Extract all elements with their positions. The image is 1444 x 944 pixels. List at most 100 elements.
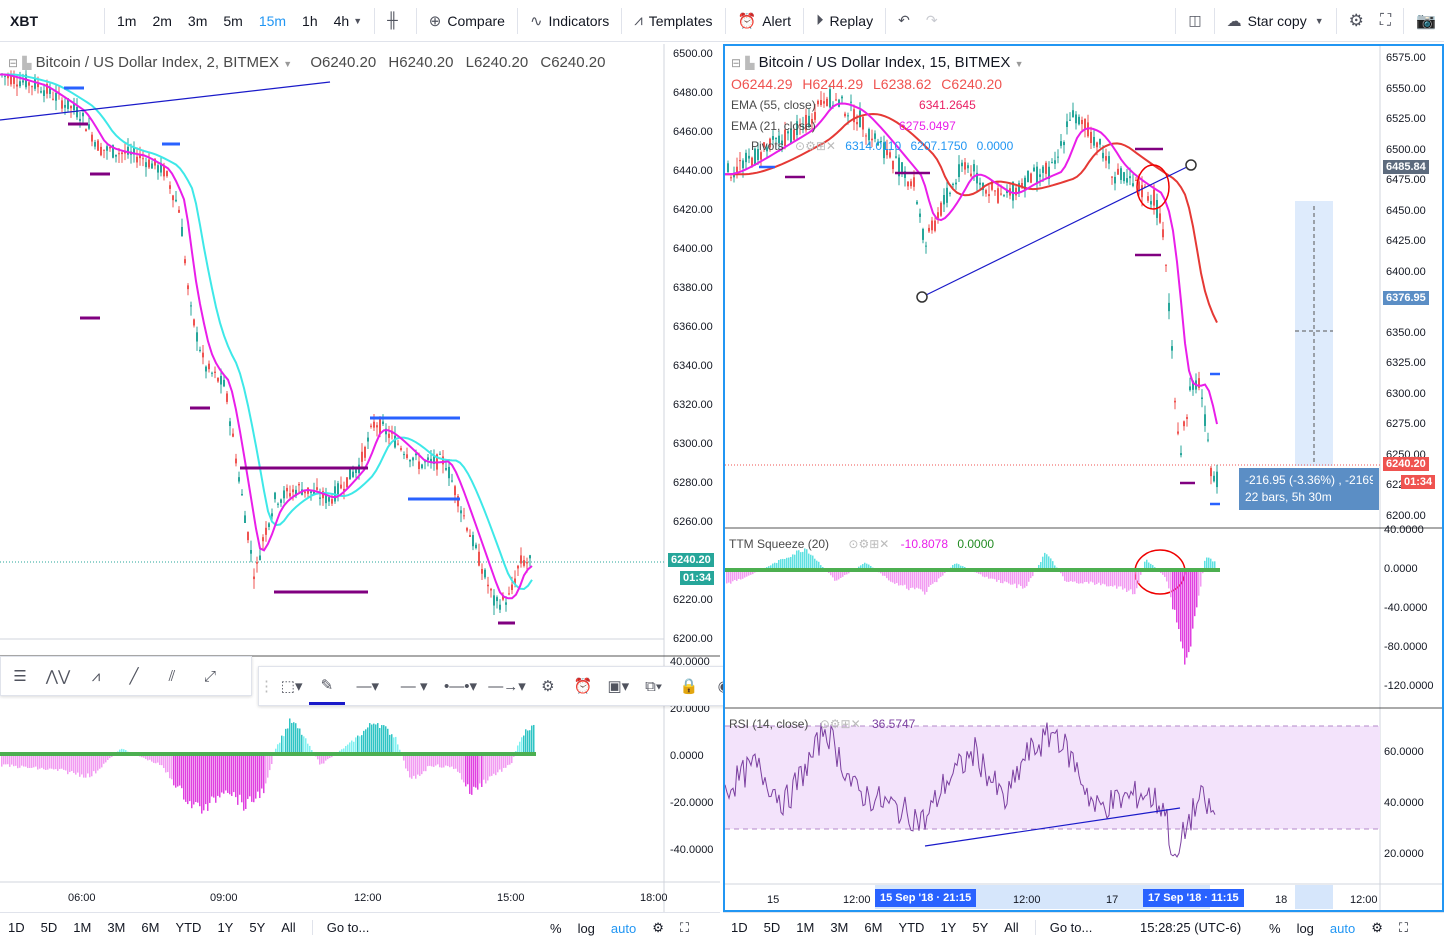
line-color-button[interactable]: ✎ — [309, 667, 345, 705]
interval-15m[interactable]: 15m — [258, 12, 287, 29]
elliott-wave-tool[interactable]: ⋀⋁ — [39, 657, 77, 695]
fullscreen-button[interactable]: ⛶ — [1372, 0, 1399, 42]
gear-icon[interactable]: ⚙ — [1371, 920, 1383, 935]
symbol-search[interactable]: XBT — [10, 12, 38, 29]
gear-icon[interactable]: ⚙ — [652, 920, 664, 935]
range-all[interactable]: All — [281, 920, 296, 935]
axis-tick-label: 20.0000 — [670, 703, 710, 715]
interval-3m[interactable]: 3m — [187, 12, 208, 29]
ema55-legend[interactable]: EMA (55, close) 6341.2645 — [731, 98, 976, 112]
legend-controls-icon[interactable]: ⊙⚙⊞✕ — [795, 139, 836, 153]
template-dropdown[interactable]: ⬚▾ — [274, 667, 309, 705]
parallel-channel-tool[interactable]: ⫽ — [153, 657, 191, 695]
percent-toggle[interactable]: % — [1269, 920, 1281, 936]
drag-handle[interactable]: ⋮ — [259, 667, 274, 705]
range-6m[interactable]: 6M — [141, 920, 160, 935]
snapshot-button[interactable]: 📷 — [1408, 0, 1444, 42]
collapse-icon[interactable]: ⊟ — [731, 56, 742, 70]
templates-button[interactable]: ⩘ Templates — [626, 0, 720, 42]
line-style-dropdown[interactable]: — ▾ — [391, 667, 437, 705]
goto-button[interactable]: Go to... — [1034, 920, 1101, 935]
indicators-button[interactable]: ∿ Indicators — [522, 0, 617, 42]
lock-button[interactable]: 🔒 — [671, 667, 706, 705]
legend-controls-icon[interactable]: ⊙⚙⊞✕ — [848, 537, 890, 551]
drawing-settings-button[interactable]: ⚙ — [530, 667, 565, 705]
axis-tick-label: 6550.00 — [1386, 82, 1426, 95]
range-1y[interactable]: 1Y — [940, 920, 957, 935]
candle-body — [34, 78, 36, 89]
interval-5m[interactable]: 5m — [223, 12, 243, 29]
candle-body — [499, 604, 501, 610]
log-toggle[interactable]: log — [577, 920, 595, 936]
osc-bar — [123, 749, 125, 754]
ray-tool[interactable]: ⤢ — [191, 657, 229, 695]
undo-button[interactable]: ↶ — [890, 0, 918, 42]
replay-button[interactable]: ⏵ Replay — [808, 0, 881, 42]
range-ytd[interactable]: YTD — [175, 920, 202, 935]
fullscreen-icon[interactable]: ⛶ — [679, 920, 689, 935]
alert-on-drawing-button[interactable]: ⏰ — [565, 667, 600, 705]
abcd-pattern-tool[interactable]: ⩘ — [77, 657, 115, 695]
left-chart-canvas[interactable] — [0, 44, 720, 912]
layout-name-button[interactable]: ☁ Star copy ▼ — [1219, 0, 1332, 42]
clock[interactable]: 15:28:25 (UTC-6) — [1140, 920, 1242, 935]
layout-split-button[interactable]: ◫ — [1180, 0, 1209, 42]
ttm-legend[interactable]: TTM Squeeze (20) ⊙⚙⊞✕ -10.8078 0.0000 — [729, 537, 994, 551]
chart-type-button[interactable]: ╫ — [379, 0, 412, 42]
visual-order-button[interactable]: ▣▾ — [601, 667, 636, 705]
candle-body — [373, 421, 375, 428]
range-1d[interactable]: 1D — [731, 920, 748, 935]
percent-toggle[interactable]: % — [550, 920, 562, 936]
range-ytd[interactable]: YTD — [898, 920, 925, 935]
settings-button[interactable]: ⚙ — [1341, 0, 1372, 42]
left-end-dropdown[interactable]: •—•▾ — [437, 667, 483, 705]
redo-button[interactable]: ↷ — [918, 0, 946, 42]
candle-body — [106, 146, 108, 151]
line-width-dropdown[interactable]: —▾ — [345, 667, 391, 705]
range-1y[interactable]: 1Y — [217, 920, 234, 935]
range-6m[interactable]: 6M — [864, 920, 883, 935]
interval-1m[interactable]: 1m — [117, 12, 137, 29]
candle-body — [910, 181, 912, 187]
range-1d[interactable]: 1D — [8, 920, 25, 935]
range-1m[interactable]: 1M — [796, 920, 815, 935]
osc-bar — [361, 735, 363, 754]
left-chart-pane[interactable]: ⊟ ▙ Bitcoin / US Dollar Index, 2, BITMEX… — [0, 44, 720, 912]
pivots-legend[interactable]: Pivots ⊙⚙⊞✕ 6314.0110 6207.1750 0.0000 — [751, 139, 1013, 153]
time-highlight-start: 15 Sep '18 · 21:15 — [875, 889, 977, 907]
legend-controls-icon[interactable]: ⊙⚙⊞✕ — [819, 717, 861, 731]
range-5y[interactable]: 5Y — [249, 920, 266, 935]
compare-button[interactable]: ⊕ Compare — [421, 0, 513, 42]
horizontal-lines-tool[interactable]: ☰ — [1, 657, 39, 695]
auto-toggle[interactable]: auto — [1329, 920, 1356, 936]
trend-line-tool[interactable]: ╱ — [115, 657, 153, 695]
fullscreen-icon[interactable]: ⛶ — [1398, 920, 1408, 935]
goto-button[interactable]: Go to... — [311, 920, 378, 935]
osc-bar — [75, 754, 77, 775]
interval-4h[interactable]: 4h ▼ — [326, 0, 371, 42]
ema21-legend[interactable]: EMA (21, close) 6275.0497 — [731, 119, 956, 133]
log-toggle[interactable]: log — [1296, 920, 1314, 936]
chevron-down-icon[interactable]: ▼ — [283, 59, 293, 69]
interval-2m[interactable]: 2m — [152, 12, 172, 29]
right-end-dropdown[interactable]: —→▾ — [484, 667, 530, 705]
rsi-legend[interactable]: RSI (14, close) ⊙⚙⊞✕ 36.5747 — [729, 717, 915, 731]
range-1m[interactable]: 1M — [73, 920, 92, 935]
collapse-icon[interactable]: ⊟ — [8, 56, 19, 70]
candle-body — [151, 163, 153, 169]
interval-1h[interactable]: 1h — [302, 12, 318, 29]
range-all[interactable]: All — [1004, 920, 1019, 935]
clone-button[interactable]: ⧉▾ — [636, 667, 671, 705]
range-5y[interactable]: 5Y — [972, 920, 989, 935]
auto-toggle[interactable]: auto — [610, 920, 637, 936]
range-5d[interactable]: 5D — [763, 920, 781, 935]
alert-button[interactable]: ⏰ Alert — [730, 0, 799, 42]
range-3m[interactable]: 3M — [830, 920, 849, 935]
separator — [802, 7, 804, 34]
range-3m[interactable]: 3M — [107, 920, 126, 935]
chevron-down-icon[interactable]: ▼ — [1014, 59, 1024, 69]
ttm-bar — [860, 565, 862, 570]
ttm-bar — [736, 570, 738, 581]
osc-bar — [289, 718, 291, 754]
range-5d[interactable]: 5D — [40, 920, 58, 935]
